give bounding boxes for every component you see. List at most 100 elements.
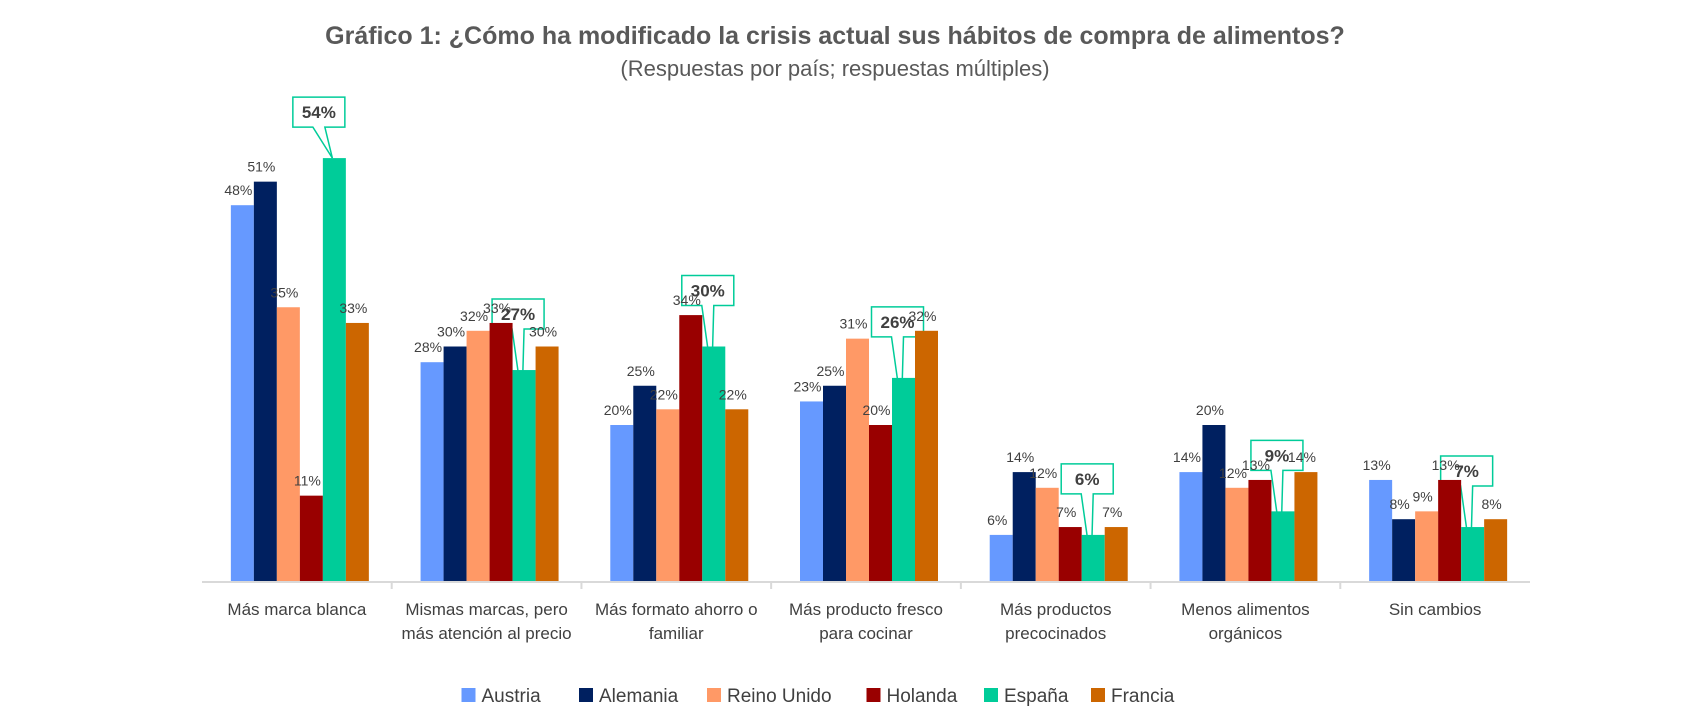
bars-group bbox=[230, 158, 1508, 589]
data-label-highlight: 9% bbox=[1265, 446, 1290, 465]
bar-alemania bbox=[1202, 425, 1226, 582]
bar-españa bbox=[892, 377, 915, 582]
data-label: 7% bbox=[1056, 504, 1076, 520]
data-label: 25% bbox=[816, 363, 844, 379]
bar-austria bbox=[420, 362, 444, 582]
highlight-callout-box bbox=[870, 306, 925, 409]
legend-label: Alemania bbox=[599, 686, 679, 707]
bar-holanda bbox=[679, 315, 703, 582]
bar-holanda bbox=[869, 425, 892, 582]
chart-title: Gráfico 1: ¿Cómo ha modificado la crisis… bbox=[325, 22, 1345, 50]
highlight-callout-box bbox=[681, 274, 735, 377]
bar-reino-unido bbox=[1035, 487, 1059, 582]
bar-españa bbox=[1461, 527, 1485, 582]
bar-francia bbox=[345, 322, 369, 582]
bar-reino-unido bbox=[1225, 487, 1249, 582]
legend-swatch-españa bbox=[984, 688, 998, 702]
data-label-highlight: 30% bbox=[691, 282, 725, 301]
data-label: 12% bbox=[1029, 465, 1057, 481]
data-label: 14% bbox=[1288, 449, 1316, 465]
bar-francia bbox=[535, 346, 559, 582]
legend-swatch-francia bbox=[1091, 688, 1105, 702]
data-label: 6% bbox=[987, 512, 1007, 528]
category-label: para cocinar bbox=[819, 624, 913, 643]
data-label: 33% bbox=[339, 300, 367, 316]
data-label: 20% bbox=[862, 402, 890, 418]
category-label: Sin cambios bbox=[1389, 600, 1482, 619]
bar-alemania bbox=[253, 181, 277, 582]
bar-francia bbox=[1294, 472, 1318, 582]
data-label-highlight: 6% bbox=[1075, 470, 1100, 489]
legend-label: Reino Unido bbox=[727, 686, 832, 707]
data-label: 12% bbox=[1219, 465, 1247, 481]
data-label: 31% bbox=[839, 316, 867, 332]
bar-francia bbox=[725, 409, 749, 582]
bar-españa bbox=[322, 158, 346, 582]
data-label: 8% bbox=[1482, 496, 1502, 512]
data-label: 8% bbox=[1390, 496, 1410, 512]
bar-holanda bbox=[299, 495, 323, 582]
bar-alemania bbox=[633, 385, 657, 582]
bar-alemania bbox=[823, 385, 846, 582]
legend-label: Austria bbox=[482, 686, 542, 707]
category-labels-group: Más marca blanca Mismas marcas, pero más a… bbox=[227, 600, 1481, 643]
bar-austria bbox=[1369, 479, 1393, 582]
bar-reino-unido bbox=[656, 409, 680, 582]
bar-francia bbox=[915, 330, 938, 582]
legend-label: Francia bbox=[1111, 686, 1175, 707]
bar-austria bbox=[1179, 472, 1203, 582]
data-label: 13% bbox=[1242, 457, 1270, 473]
legend-swatch-alemania bbox=[579, 688, 593, 702]
data-label: 9% bbox=[1413, 488, 1433, 504]
highlight-callout-box bbox=[292, 96, 346, 159]
category-label: precocinados bbox=[1005, 624, 1106, 643]
data-label: 22% bbox=[650, 386, 678, 402]
bar-españa bbox=[512, 370, 536, 582]
bar-austria bbox=[610, 425, 634, 582]
bar-reino-unido bbox=[276, 307, 300, 582]
category-label: familiar bbox=[649, 624, 704, 643]
bar-reino-unido bbox=[1415, 511, 1439, 582]
data-label: 32% bbox=[908, 308, 936, 324]
legend-label: España bbox=[1004, 686, 1069, 707]
bar-reino-unido bbox=[846, 338, 869, 582]
bar-españa bbox=[1081, 534, 1105, 582]
data-label: 13% bbox=[1432, 457, 1460, 473]
data-label: 7% bbox=[1102, 504, 1122, 520]
category-label: Más marca blanca bbox=[227, 600, 366, 619]
highlight-callout-box bbox=[1060, 463, 1114, 566]
data-label-highlight: 7% bbox=[1454, 462, 1479, 481]
data-label-highlight: 54% bbox=[302, 103, 336, 122]
data-label: 13% bbox=[1363, 457, 1391, 473]
data-label: 51% bbox=[247, 159, 275, 175]
bar-reino-unido bbox=[466, 330, 490, 582]
data-label: 48% bbox=[224, 182, 252, 198]
bar-holanda bbox=[489, 322, 513, 582]
bar-españa bbox=[702, 346, 726, 582]
legend-swatch-reino-unido bbox=[707, 688, 721, 702]
bar-holanda bbox=[1438, 479, 1462, 582]
category-label: más atención al precio bbox=[402, 624, 572, 643]
category-label: Menos alimentos bbox=[1181, 600, 1310, 619]
bar-alemania bbox=[1012, 472, 1036, 582]
category-label: Más productos bbox=[1000, 600, 1112, 619]
bar-austria bbox=[230, 205, 254, 582]
data-label-highlight: 27% bbox=[501, 305, 535, 324]
data-label: 23% bbox=[793, 378, 821, 394]
bar-francia bbox=[1104, 527, 1128, 582]
data-label: 22% bbox=[719, 386, 747, 402]
bar-austria bbox=[800, 401, 823, 582]
category-label: Más producto fresco bbox=[789, 600, 943, 619]
data-label-highlight: 26% bbox=[880, 313, 914, 332]
bar-austria bbox=[989, 534, 1013, 582]
legend: Austria Alemania Reino Unido Holanda España F… bbox=[461, 686, 1175, 707]
data-label: 30% bbox=[529, 324, 557, 340]
data-label: 14% bbox=[1173, 449, 1201, 465]
data-label: 34% bbox=[673, 292, 701, 308]
data-label: 20% bbox=[1196, 402, 1224, 418]
legend-swatch-holanda bbox=[866, 688, 881, 702]
bar-españa bbox=[1271, 511, 1295, 582]
value-labels-group: 48%51%35%11%54%33%28%30%32%33%27%30%20%2… bbox=[224, 103, 1501, 528]
bar-francia bbox=[1484, 519, 1508, 582]
category-label: Más formato ahorro o bbox=[595, 600, 758, 619]
